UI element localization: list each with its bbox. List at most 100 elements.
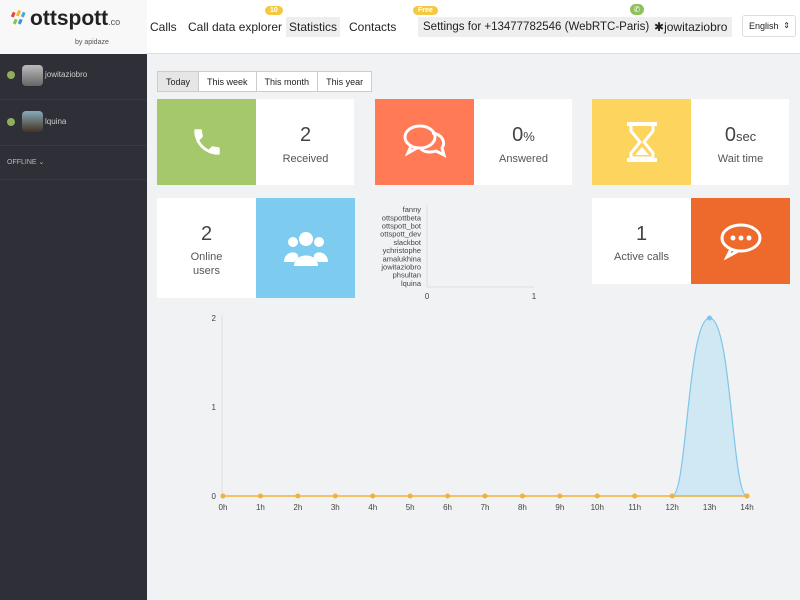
active-calls-card: 1 Active calls [592, 198, 790, 284]
data-point [557, 493, 563, 499]
avatar [22, 111, 43, 132]
data-point [332, 493, 338, 499]
data-point [257, 493, 263, 499]
x-tick-label: 11h [628, 503, 641, 512]
online-status-dot [7, 71, 15, 79]
nav-settings[interactable]: Settings for +13477782546 (WebRTC-Paris) [418, 17, 655, 37]
bar-label: ottspott_bot [382, 222, 422, 231]
bar-label: jowitaziobro [380, 263, 421, 272]
logo[interactable]: ottspott.co by apidaze [0, 0, 147, 54]
y-tick-label: 2 [212, 314, 217, 323]
data-point [519, 493, 525, 499]
chat-bubbles-icon [375, 99, 474, 185]
data-point [744, 493, 750, 499]
offline-label: OFFLINE [7, 159, 37, 166]
data-point [370, 493, 376, 499]
chat-dots-icon [691, 198, 790, 284]
user-menu[interactable]: ✱jowitaziobro [649, 17, 733, 37]
data-point [445, 493, 451, 499]
x-tick-label: 7h [481, 503, 490, 512]
logo-text: ottspott [30, 7, 109, 30]
data-point [707, 315, 713, 321]
online-label: Online users [190, 251, 223, 277]
tab-today[interactable]: Today [157, 71, 200, 92]
tab-this-week[interactable]: This week [198, 71, 257, 92]
x-tick-label: 9h [555, 503, 564, 512]
offline-toggle[interactable]: OFFLINE ⌄ [7, 158, 44, 167]
bar-label: ottspott_dev [380, 230, 421, 239]
wait-label: Wait time [717, 153, 764, 165]
data-point [594, 493, 600, 499]
top-header: ottspott.co by apidaze Calls Call data e… [0, 0, 800, 54]
answered-label: Answered [499, 153, 548, 165]
x-tick-label: 14h [740, 503, 753, 512]
wait-value: 0 [724, 124, 736, 146]
user-name: jowitaziobro [45, 70, 88, 79]
data-point [220, 493, 226, 499]
x-tick-label: 6h [443, 503, 452, 512]
logo-mark-icon [11, 10, 26, 25]
calls-per-hour-chart: 0 1 2 0h 1h 2h 3h 4h 5h 6h 7h 8h 9h 10h 11h 12h 13h 14h [212, 314, 754, 512]
logo-suffix: .co [108, 17, 121, 27]
wait-unit: sec [735, 129, 757, 144]
active-value: 1 [635, 223, 648, 245]
users-bar-chart: fannyottspottbetaottspott_botottspott_de… [380, 205, 537, 301]
answered-card: 0% Answered [375, 99, 572, 185]
bar-label: fanny [403, 205, 422, 214]
answered-value: 0 [512, 124, 524, 146]
sidebar-user-jowitaziobro[interactable]: jowitaziobro [0, 54, 147, 100]
y-tick-label: 1 [212, 403, 217, 412]
received-value: 2 [299, 124, 312, 146]
wait-time-card: 0sec Wait time [592, 99, 789, 185]
received-card: 2 Received [157, 99, 354, 185]
data-point [632, 493, 638, 499]
x-tick-label: 8h [518, 503, 527, 512]
sidebar: jowitaziobro lquina OFFLINE ⌄ [0, 54, 147, 600]
data-point [295, 493, 301, 499]
avatar [22, 65, 43, 86]
phone-status-icon: ✆ [630, 4, 644, 15]
active-label: Active calls [613, 251, 670, 263]
chevron-down-icon: ⌄ [38, 159, 45, 166]
online-status-dot [7, 118, 15, 126]
x-tick-label: 10h [591, 503, 604, 512]
bar-label: lquina [401, 279, 422, 288]
bar-label: amalukhina [383, 254, 422, 263]
bar-label: slackbot [393, 238, 421, 247]
online-value: 2 [200, 223, 213, 245]
x-tick-label: 0h [219, 503, 228, 512]
language-value: English [749, 21, 779, 31]
select-arrows-icon: ⇕ [783, 21, 790, 30]
logo-by: by apidaze [75, 39, 109, 46]
area-peak [671, 317, 748, 497]
hourglass-icon [592, 99, 691, 185]
x-tick-label: 4h [368, 503, 377, 512]
bar-label: ychristophe [383, 246, 421, 255]
call-data-badge: 10 [265, 6, 283, 15]
x-tick-label: 3h [331, 503, 340, 512]
language-select[interactable]: English ⇕ [742, 15, 796, 37]
tab-this-year[interactable]: This year [317, 71, 373, 92]
received-label: Received [282, 153, 329, 165]
sidebar-user-lquina[interactable]: lquina [0, 100, 147, 146]
online-users-card: 2 Online users [157, 198, 355, 298]
x-tick-label: 2h [293, 503, 302, 512]
user-name: lquina [45, 117, 67, 126]
nav-statistics[interactable]: Statistics [286, 17, 341, 37]
gear-icon: ✱ [654, 20, 665, 34]
divider [0, 179, 147, 180]
x-tick-label: 1h [256, 503, 265, 512]
x-tick-label: 0 [425, 292, 430, 301]
phone-icon [157, 99, 256, 185]
bar-label: phsultan [393, 271, 421, 280]
nav-call-data-explorer[interactable]: Call data explorer [188, 20, 283, 34]
data-point [669, 493, 675, 499]
nav-calls[interactable]: Calls [150, 20, 177, 34]
x-tick-label: 12h [665, 503, 678, 512]
user-name: jowitaziobro [664, 20, 728, 34]
nav-contacts[interactable]: Contacts [349, 20, 397, 34]
answered-unit: % [523, 129, 535, 144]
y-tick-label: 0 [212, 492, 217, 501]
x-tick-label: 13h [703, 503, 716, 512]
tab-this-month[interactable]: This month [255, 71, 319, 92]
